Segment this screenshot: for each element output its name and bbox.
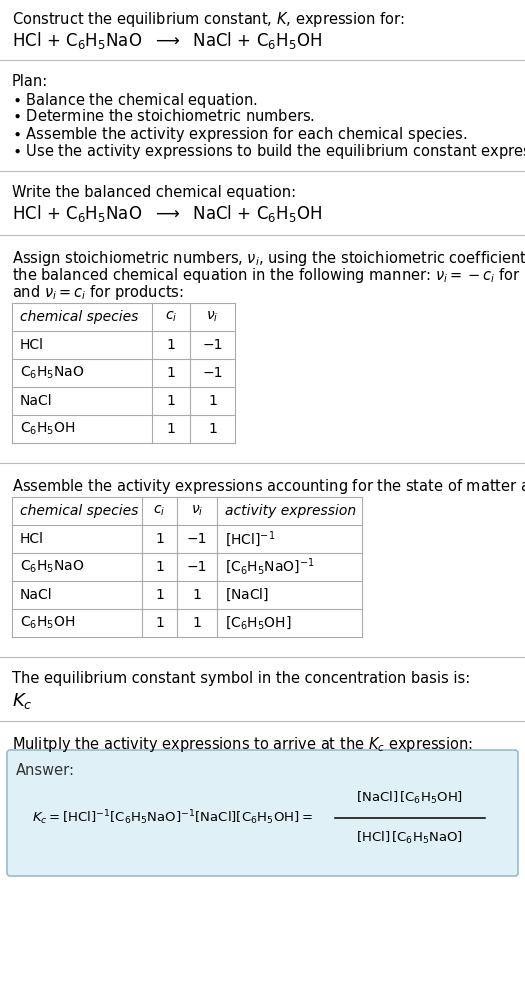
Text: 1: 1 (166, 338, 175, 352)
Text: 1: 1 (208, 422, 217, 436)
Text: NaCl: NaCl (20, 394, 52, 408)
Text: activity expression: activity expression (225, 504, 356, 518)
Text: HCl + C$_6$H$_5$NaO  $\longrightarrow$  NaCl + C$_6$H$_5$OH: HCl + C$_6$H$_5$NaO $\longrightarrow$ Na… (12, 203, 322, 224)
Text: 1: 1 (166, 422, 175, 436)
Text: $c_i$: $c_i$ (153, 504, 166, 518)
Text: −1: −1 (202, 366, 223, 380)
Text: $[\mathrm{NaCl}]$: $[\mathrm{NaCl}]$ (225, 587, 269, 603)
Text: −1: −1 (202, 338, 223, 352)
Text: $\nu_i$: $\nu_i$ (206, 310, 219, 324)
Text: Mulitply the activity expressions to arrive at the $K_c$ expression:: Mulitply the activity expressions to arr… (12, 735, 473, 754)
Text: 1: 1 (155, 616, 164, 630)
Text: 1: 1 (166, 394, 175, 408)
Text: chemical species: chemical species (20, 310, 139, 324)
Text: Write the balanced chemical equation:: Write the balanced chemical equation: (12, 185, 296, 200)
Text: −1: −1 (187, 532, 207, 546)
Text: HCl + C$_6$H$_5$NaO  $\longrightarrow$  NaCl + C$_6$H$_5$OH: HCl + C$_6$H$_5$NaO $\longrightarrow$ Na… (12, 30, 322, 51)
Text: $c_i$: $c_i$ (165, 310, 177, 324)
Text: C$_6$H$_5$OH: C$_6$H$_5$OH (20, 421, 76, 437)
Text: $[\mathrm{HCl}]^{-1}$: $[\mathrm{HCl}]^{-1}$ (225, 529, 275, 549)
Text: C$_6$H$_5$NaO: C$_6$H$_5$NaO (20, 365, 85, 381)
Text: −1: −1 (187, 560, 207, 574)
Text: 1: 1 (193, 616, 202, 630)
Text: Plan:: Plan: (12, 74, 48, 89)
Text: $[\mathrm{C_6H_5OH}]$: $[\mathrm{C_6H_5OH}]$ (225, 615, 292, 631)
Text: $K_c = [\mathrm{HCl}]^{-1} [\mathrm{C_6H_5NaO}]^{-1} [\mathrm{NaCl}] [\mathrm{C_: $K_c = [\mathrm{HCl}]^{-1} [\mathrm{C_6H… (32, 808, 313, 827)
Text: $\bullet$ Use the activity expressions to build the equilibrium constant express: $\bullet$ Use the activity expressions t… (12, 142, 525, 161)
Text: $[\mathrm{HCl}]\,[\mathrm{C_6H_5NaO}]$: $[\mathrm{HCl}]\,[\mathrm{C_6H_5NaO}]$ (356, 830, 464, 846)
Text: $\bullet$ Balance the chemical equation.: $\bullet$ Balance the chemical equation. (12, 91, 257, 110)
Text: 1: 1 (155, 588, 164, 602)
Text: C$_6$H$_5$OH: C$_6$H$_5$OH (20, 615, 76, 631)
Text: Assign stoichiometric numbers, $\nu_i$, using the stoichiometric coefficients, $: Assign stoichiometric numbers, $\nu_i$, … (12, 249, 525, 268)
Text: the balanced chemical equation in the following manner: $\nu_i = -c_i$ for react: the balanced chemical equation in the fo… (12, 266, 525, 285)
FancyBboxPatch shape (7, 750, 518, 876)
Text: 1: 1 (193, 588, 202, 602)
Text: 1: 1 (166, 366, 175, 380)
Text: 1: 1 (155, 560, 164, 574)
Text: $\bullet$ Determine the stoichiometric numbers.: $\bullet$ Determine the stoichiometric n… (12, 108, 315, 124)
Text: C$_6$H$_5$NaO: C$_6$H$_5$NaO (20, 558, 85, 575)
Text: $[\mathrm{NaCl}]\,[\mathrm{C_6H_5OH}]$: $[\mathrm{NaCl}]\,[\mathrm{C_6H_5OH}]$ (356, 790, 464, 806)
Text: HCl: HCl (20, 532, 44, 546)
Text: The equilibrium constant symbol in the concentration basis is:: The equilibrium constant symbol in the c… (12, 671, 470, 686)
Text: $K_c$: $K_c$ (12, 691, 33, 711)
Text: NaCl: NaCl (20, 588, 52, 602)
Text: Assemble the activity expressions accounting for the state of matter and $\nu_i$: Assemble the activity expressions accoun… (12, 477, 525, 496)
Text: and $\nu_i = c_i$ for products:: and $\nu_i = c_i$ for products: (12, 283, 184, 302)
Text: 1: 1 (155, 532, 164, 546)
Text: $[\mathrm{C_6H_5NaO}]^{-1}$: $[\mathrm{C_6H_5NaO}]^{-1}$ (225, 557, 314, 577)
Text: chemical species: chemical species (20, 504, 139, 518)
Text: $\bullet$ Assemble the activity expression for each chemical species.: $\bullet$ Assemble the activity expressi… (12, 125, 467, 144)
Text: $\nu_i$: $\nu_i$ (191, 504, 203, 518)
Text: Answer:: Answer: (16, 763, 75, 778)
Text: Construct the equilibrium constant, $K$, expression for:: Construct the equilibrium constant, $K$,… (12, 10, 405, 29)
Text: 1: 1 (208, 394, 217, 408)
Text: HCl: HCl (20, 338, 44, 352)
